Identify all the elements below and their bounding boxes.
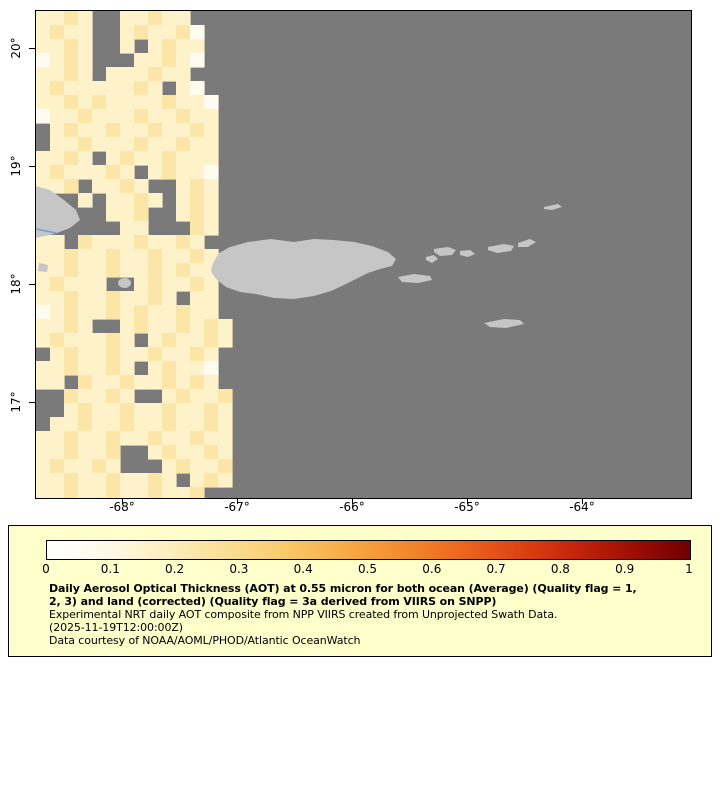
legend-title-line2: 2, 3) and land (corrected) (Quality flag… [49,595,497,608]
map-frame [35,10,692,499]
colorbar-tick: 0.5 [357,562,378,576]
st-john [460,250,475,257]
axis-tick [122,498,123,504]
hispaniola-coast-line [36,228,57,234]
map-canvas [36,11,691,498]
colorbar-tick: 1 [685,562,693,576]
legend-text: Daily Aerosol Optical Thickness (AOT) at… [49,582,699,647]
axis-tick [29,402,35,403]
mona-island [118,278,131,288]
axis-tick [29,284,35,285]
colorbar-tick: 0 [42,562,50,576]
x-axis-label: -66° [339,500,365,514]
x-axis-label: -68° [109,500,135,514]
colorbar-tick: 0.8 [550,562,570,576]
vieques [398,274,432,283]
virgin-gorda [518,239,536,247]
st-thomas [434,247,456,256]
saona-islet [38,263,48,272]
colorbar-tick-labels: 0 0.1 0.2 0.3 0.4 0.5 0.6 0.7 0.8 0.9 1 [42,562,693,578]
aot-data-cells [36,11,233,498]
colorbar-tick: 0.4 [293,562,313,576]
y-axis-label: 18° [9,273,23,295]
axis-tick [352,498,353,504]
hispaniola-east-tip [36,186,80,238]
legend-title-line1: Daily Aerosol Optical Thickness (AOT) at… [49,582,637,595]
colorbar-tick: 0.2 [165,562,185,576]
st-croix [484,319,524,328]
puerto-rico [211,239,396,299]
colorbar-tick: 0.7 [486,562,506,576]
culebra [426,255,438,263]
axis-tick [467,498,468,504]
colorbar-tick: 0.9 [615,562,635,576]
axis-tick [29,48,35,49]
legend-panel: 0 0.1 0.2 0.3 0.4 0.5 0.6 0.7 0.8 0.9 1 … [8,525,712,657]
legend-timestamp: (2025-11-19T12:00:00Z) [49,621,183,634]
colorbar-gradient [46,540,691,560]
anegada [544,204,562,210]
land-masses [36,186,562,328]
axis-tick [582,498,583,504]
legend-data-credit: Data courtesy of NOAA/AOML/PHOD/Atlantic… [49,634,361,647]
x-axis-label: -64° [569,500,595,514]
y-axis-label: 17° [9,391,23,413]
axis-tick [237,498,238,504]
y-axis-label: 20° [9,37,23,59]
colorbar-tick: 0.1 [100,562,120,576]
tortola [488,244,514,253]
x-axis-label: -67° [224,500,250,514]
y-axis-label: 19° [9,155,23,177]
x-axis-label: -65° [454,500,480,514]
colorbar-tick: 0.6 [422,562,442,576]
legend-description: Experimental NRT daily AOT composite fro… [49,608,558,621]
axis-tick [29,166,35,167]
colorbar-tick: 0.3 [229,562,249,576]
